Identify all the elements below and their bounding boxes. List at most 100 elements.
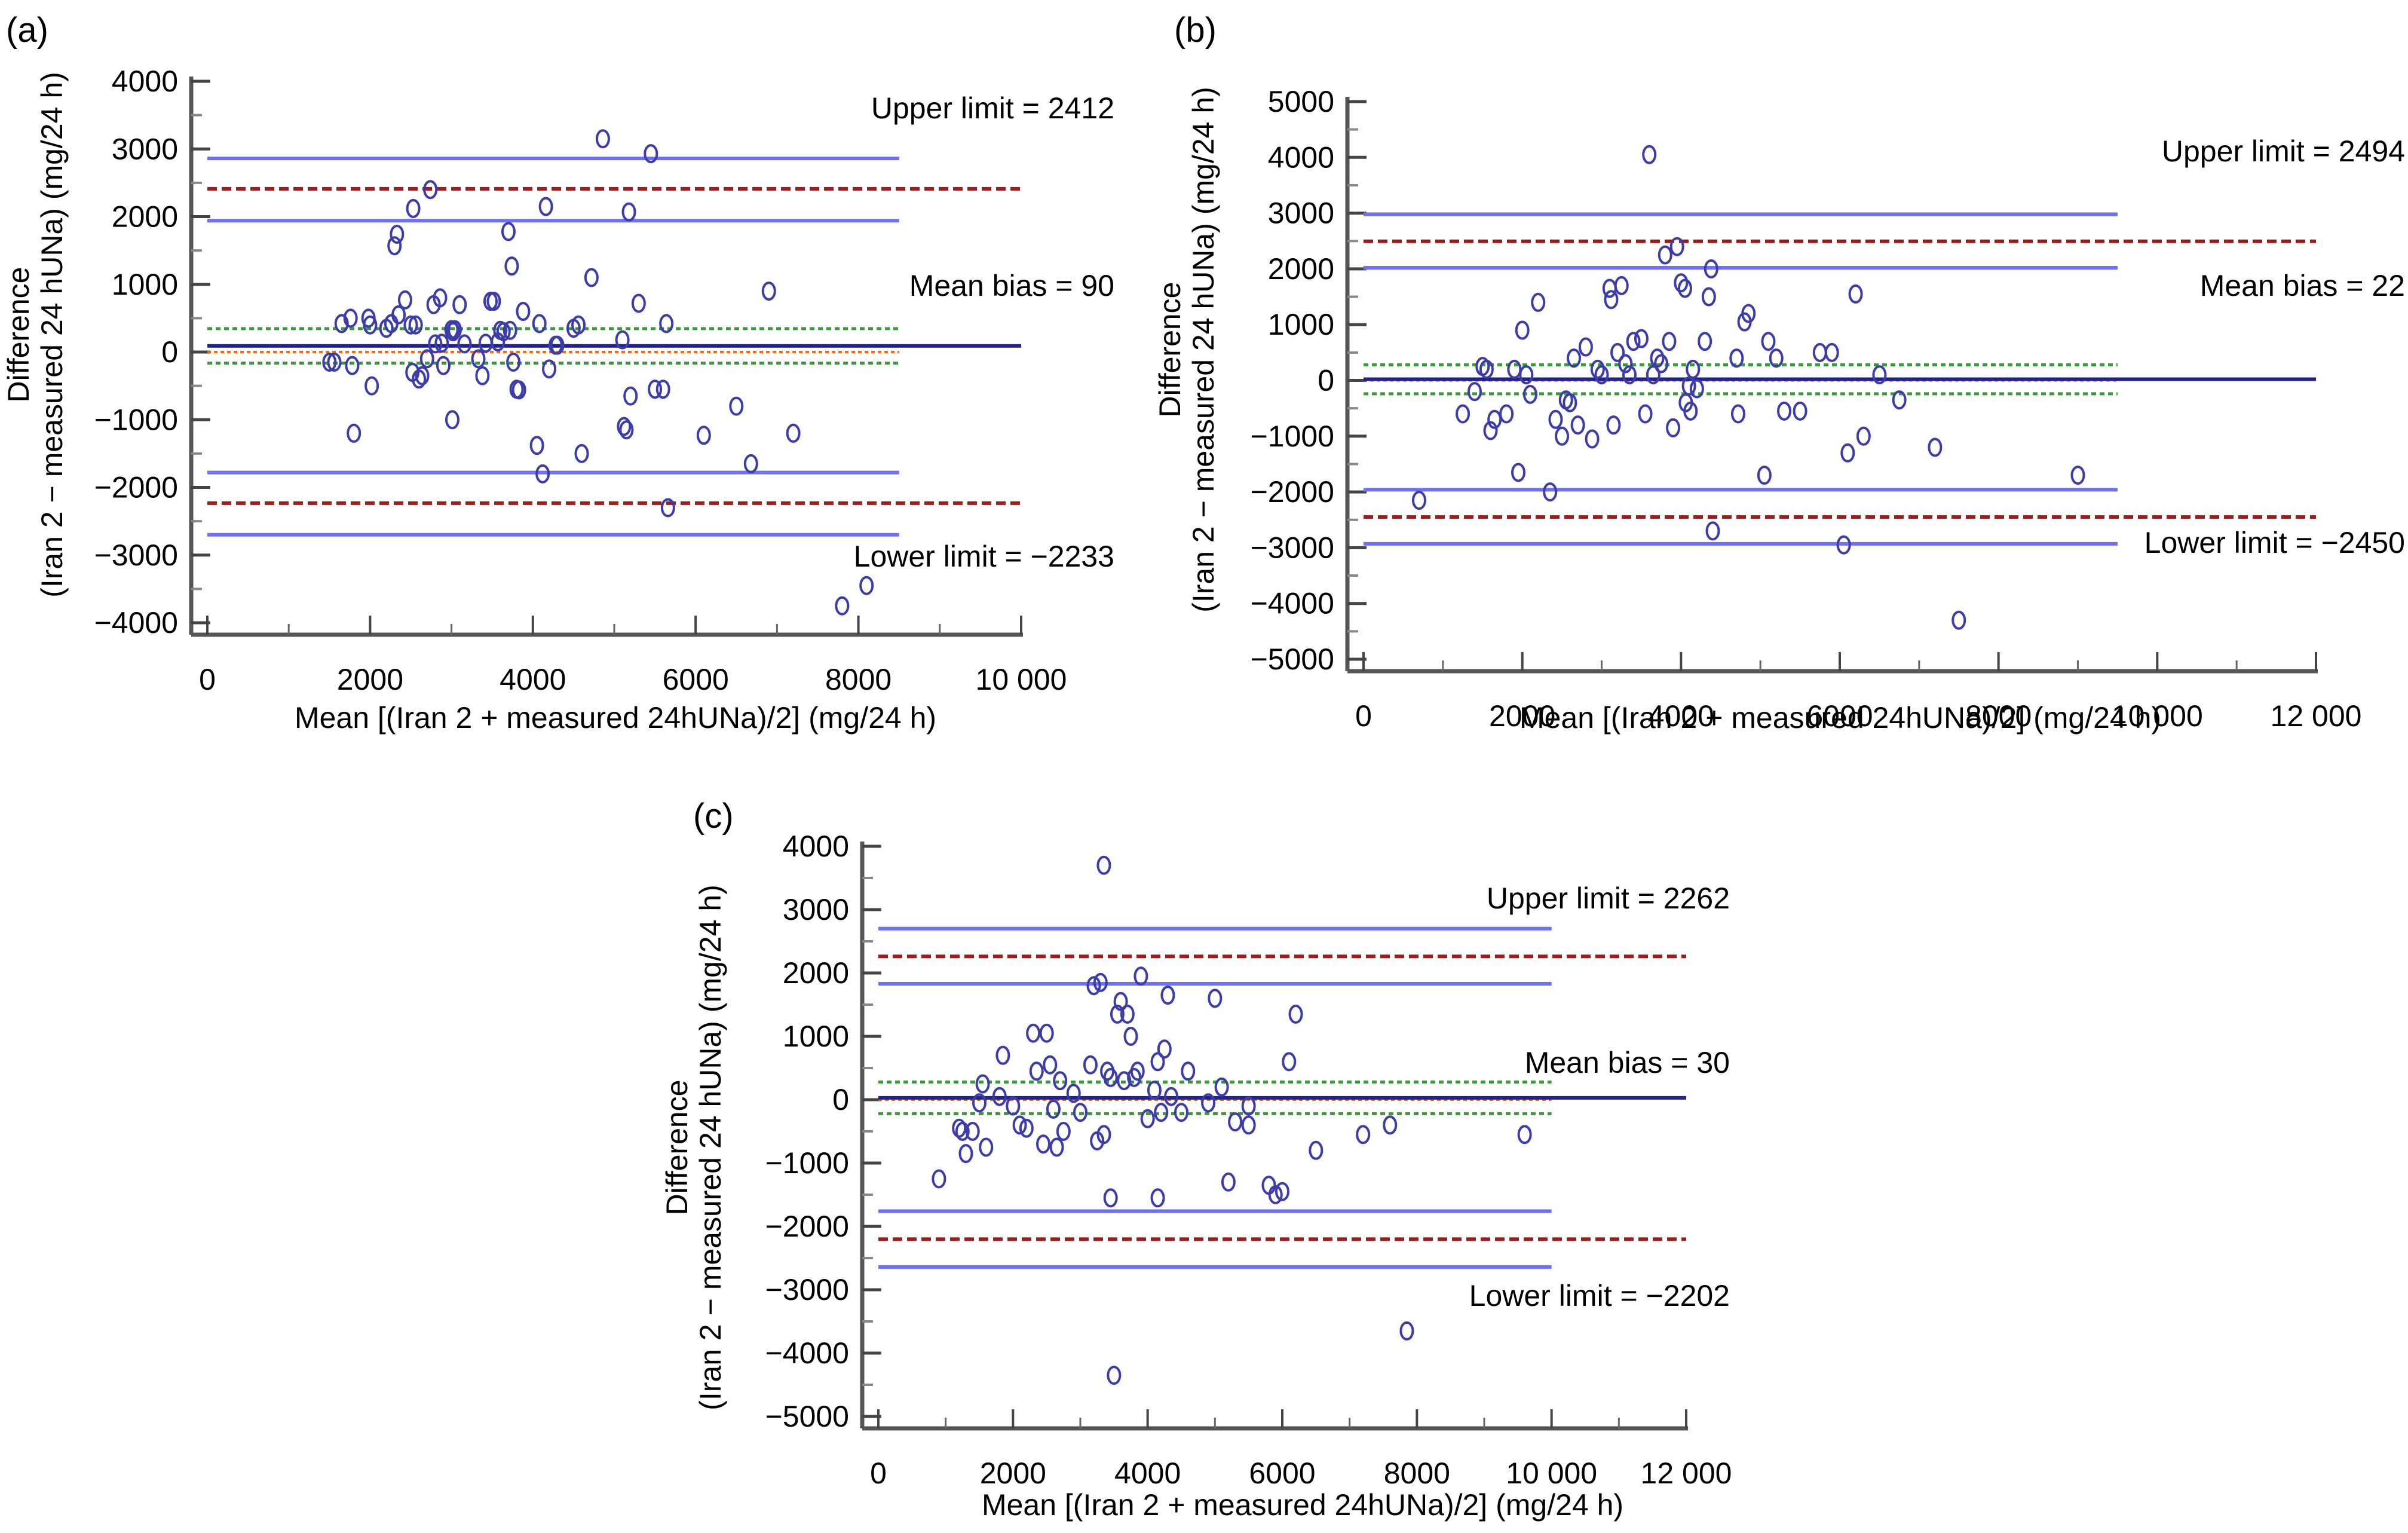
x-axis-title-b: Mean [(Iran 2 + measured 24hUNa)/2] (mg/… [1519,701,2161,735]
data-point [1555,426,1570,446]
lower-limit-annotation-c: Lower limit = −2202 [1469,1279,1730,1312]
data-point [595,129,610,149]
data-point [423,180,438,200]
data-point [1019,1118,1034,1138]
y-tick-label: −5000 [1251,642,1334,676]
data-point [1096,855,1111,875]
panel-c: (c) Difference (Iran 2 − measured 24 hUN… [660,797,1732,1522]
data-point [2070,466,2085,485]
data-point [1140,1109,1155,1128]
data-point [1704,259,1718,279]
data-point [436,356,451,375]
data-point [1241,1115,1256,1135]
data-point [457,334,472,354]
data-point [1147,1081,1162,1100]
x-tick-label: 2000 [337,663,403,696]
panel-b: (b) Difference (Iran 2 − measured 24 hUN… [1153,11,2405,735]
data-point [1181,1061,1196,1081]
y-tick-label: 2000 [1268,252,1334,286]
y-tick-label: 1000 [1268,308,1334,341]
data-point [1487,409,1502,429]
data-point [584,268,599,287]
y-axis-title-line2: (Iran 2 − measured 24 hUNa) (mg/24 h) [1187,87,1220,613]
data-point [391,305,406,325]
data-point [992,1087,1007,1106]
data-point [729,396,744,416]
data-point [1522,384,1537,404]
data-point [1130,1061,1145,1081]
data-point [1604,290,1619,310]
data-point [1228,1112,1243,1132]
data-point [475,366,490,385]
data-point [979,1137,994,1157]
data-point [1157,1039,1172,1059]
plot-area-a: 4000 3000 2000 1000 0 −1000 −2000 −3000 −4000 0 20… [94,65,1067,696]
data-point [1686,359,1701,379]
data-point [1777,401,1792,421]
data-point [363,315,378,335]
y-axis-title-line2: (Iran 2 − measured 24 hUNa) (mg/24 h) [694,885,727,1410]
plot-area-c: 4000 3000 2000 1000 0 −1000 −2000 −3000 −4000 −50… [765,830,1732,1490]
y-tick-label: −4000 [1251,587,1334,620]
y-tick-label: −2000 [94,471,178,504]
data-point [1567,348,1582,368]
data-point [1757,466,1772,485]
x-axis-title-c: Mean [(Iran 2 + measured 24hUNa)/2] (mg/… [982,1488,1623,1522]
data-point [1053,1071,1068,1091]
x-tick-label: 0 [199,663,216,696]
data-point [619,420,634,440]
data-point [1578,337,1593,357]
data-point [995,1045,1010,1065]
data-point [412,369,427,389]
data-point [345,356,360,375]
data-point [343,308,358,328]
data-point [965,1122,980,1141]
data-point [1123,1027,1138,1046]
panel-a: (a) Difference (Iran 2 − measured 24 hUN… [2,11,1114,735]
data-point [1046,1099,1061,1119]
data-point [1006,1096,1021,1116]
data-point [1056,1122,1071,1141]
upper-limit-annotation-b: Upper limit = 2494 [2162,134,2405,168]
x-tick-label: 0 [1355,699,1372,733]
plot-area-b: 5000 4000 3000 2000 1000 0 −1000 −2000 −3000 −400… [1251,85,2362,733]
data-point [538,197,553,216]
data-point [1120,1004,1135,1024]
data-point [786,423,801,443]
data-point [542,359,557,379]
mean-bias-annotation-c: Mean bias = 30 [1525,1046,1730,1079]
upper-limit-annotation-c: Upper limit = 2262 [1487,882,1730,915]
data-point [1043,1055,1058,1075]
data-point [1288,1004,1303,1024]
data-point [1117,1071,1132,1091]
data-point [1951,610,1966,630]
data-point [1570,415,1585,435]
data-point [448,320,462,339]
y-tick-label: −1000 [94,403,178,436]
data-point [1150,1052,1165,1072]
data-point [1701,287,1716,307]
data-point [1856,426,1871,446]
data-point [1456,404,1470,424]
y-tick-label: 3000 [112,132,178,166]
data-point [1610,342,1625,362]
data-point [334,314,349,333]
data-point [1483,421,1498,440]
data-point [972,1093,987,1113]
x-tick-label: 10 000 [2112,699,2203,733]
data-point [1026,1023,1041,1043]
data-point [1519,365,1534,385]
data-point [478,333,493,353]
x-tick-label: 4000 [1114,1456,1181,1490]
data-point [1164,1087,1179,1106]
data-point [1769,348,1784,368]
data-point [419,349,434,369]
y-tick-label: −4000 [94,606,178,639]
data-point [659,314,674,333]
x-axis-title-a: Mean [(Iran 2 + measured 24hUNa)/2] (mg/… [295,701,936,735]
data-point [1622,365,1637,385]
data-point [1036,1134,1051,1154]
data-point [1309,1140,1324,1160]
y-tick-label: −4000 [765,1336,849,1370]
